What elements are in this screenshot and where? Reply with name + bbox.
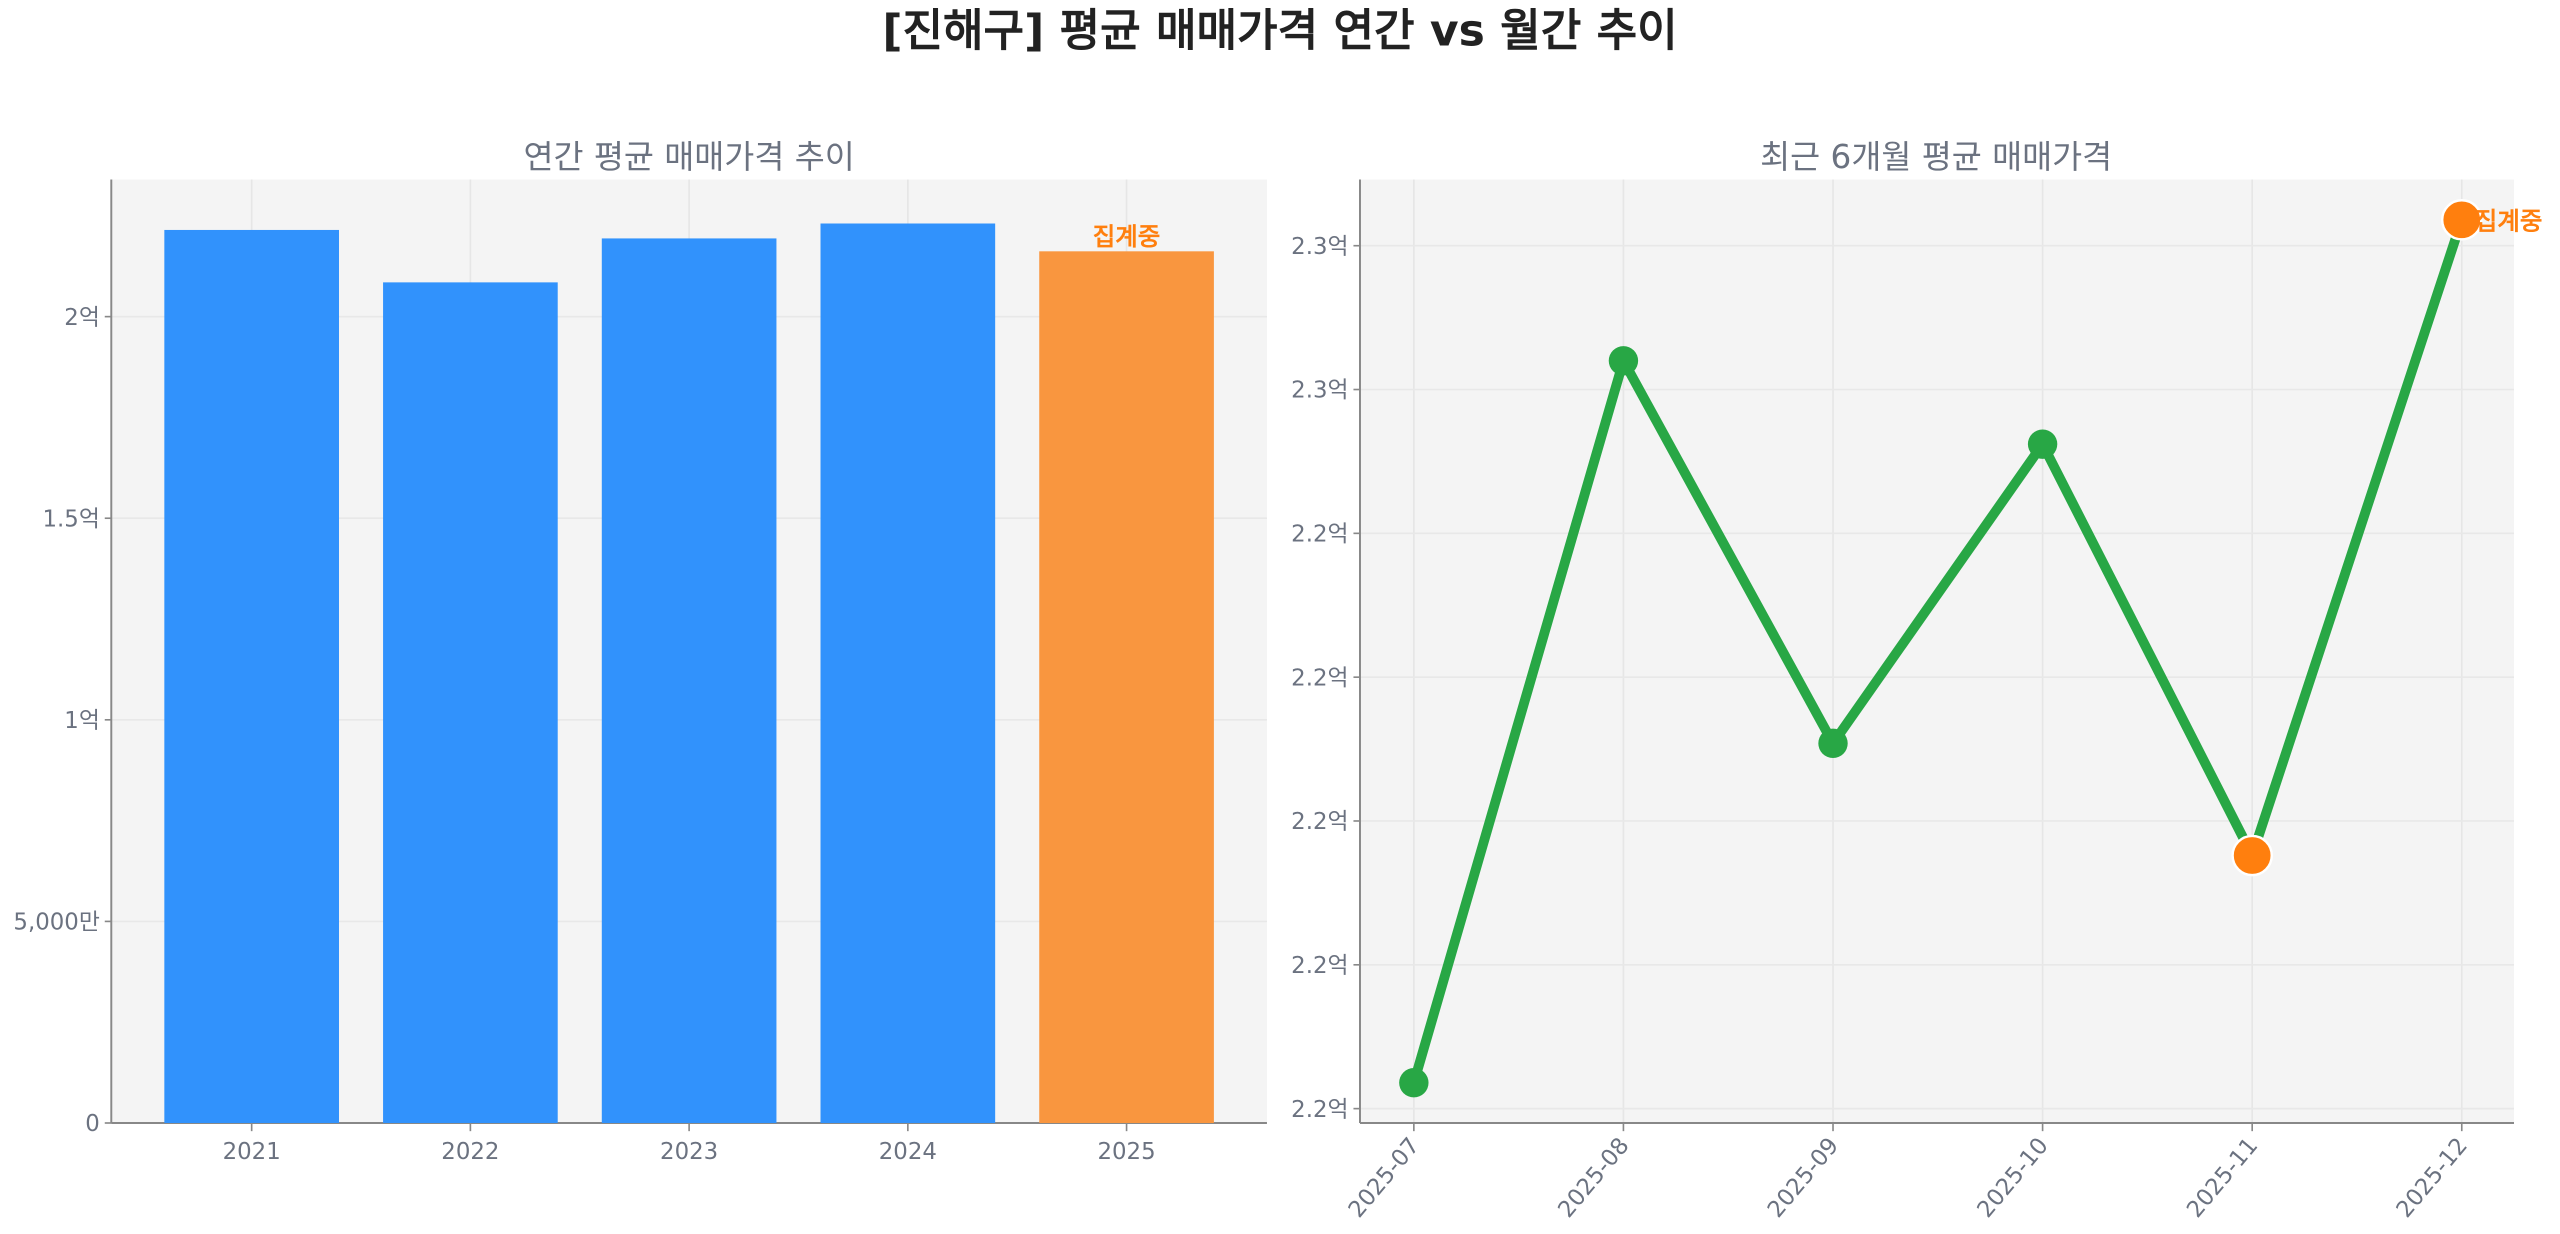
data-point-2025-10	[2027, 429, 2058, 459]
x-tick-label: 2025-10	[1972, 1133, 2053, 1223]
x-tick-label: 2025-09	[1763, 1133, 1844, 1223]
bar-2025	[1039, 251, 1214, 1124]
y-tick-label: 2.2억	[1291, 665, 1348, 691]
annual-bar-chart: 0 5,000만 1억 1.5억 2억 2021 2022 2023 2024 2025 집계중	[13, 179, 1267, 1165]
annotation-label: 집계중	[2475, 207, 2543, 236]
y-tick-label: 1.5억	[43, 506, 100, 532]
x-tick-label: 2021	[223, 1139, 281, 1165]
data-point-2025-11	[2231, 834, 2273, 877]
right-chart-title: 최근 6개월 평균 매매가격	[1760, 138, 2112, 176]
y-tick-label: 2.3억	[1291, 378, 1348, 404]
x-tick-label: 2022	[441, 1139, 499, 1165]
figure-title: [진해구] 평균 매매가격 연간 vs 월간 추이	[882, 6, 1677, 57]
series-line	[1409, 218, 2467, 1085]
y-tick-label: 2.3억	[1291, 234, 1348, 260]
x-tick-label: 2023	[660, 1139, 718, 1165]
data-point-2025-09	[1818, 728, 1848, 759]
data-point-2025-08	[1608, 346, 1639, 376]
y-tick-label: 2.2억	[1291, 1097, 1348, 1123]
x-tick-label: 2024	[879, 1139, 937, 1165]
x-tick-label: 2025	[1097, 1139, 1155, 1165]
x-tick-label: 2025-07	[1344, 1133, 1425, 1223]
y-tick-label: 0	[85, 1111, 100, 1137]
x-tick-label: 2025-12	[2392, 1133, 2473, 1223]
y-tick-label: 2억	[64, 305, 100, 331]
y-tick-label: 5,000만	[13, 910, 99, 936]
monthly-line-chart: 2.2억 2.2억 2.2억 2.2억 2.2억 2.3억 2.3억 2025-07 2025-…	[1291, 179, 2543, 1223]
y-tick-label: 2.2억	[1291, 953, 1348, 979]
bar-2021	[164, 229, 339, 1124]
y-tick-label: 2.2억	[1291, 522, 1348, 548]
bar-2023	[601, 238, 777, 1124]
x-tick-label: 2025-11	[2182, 1133, 2263, 1223]
bar-2022	[383, 282, 558, 1124]
x-tick-label: 2025-08	[1553, 1133, 1634, 1223]
y-tick-label: 2.2억	[1291, 809, 1348, 835]
plot-area	[1359, 179, 2514, 1124]
bar-2024	[820, 223, 996, 1124]
left-chart-title: 연간 평균 매매가격 추이	[523, 138, 854, 176]
y-tick-label: 1억	[64, 708, 100, 734]
data-point-2025-12	[2440, 199, 2483, 241]
annotation-label: 집계중	[1093, 222, 1161, 251]
data-point-2025-07	[1399, 1068, 1429, 1098]
